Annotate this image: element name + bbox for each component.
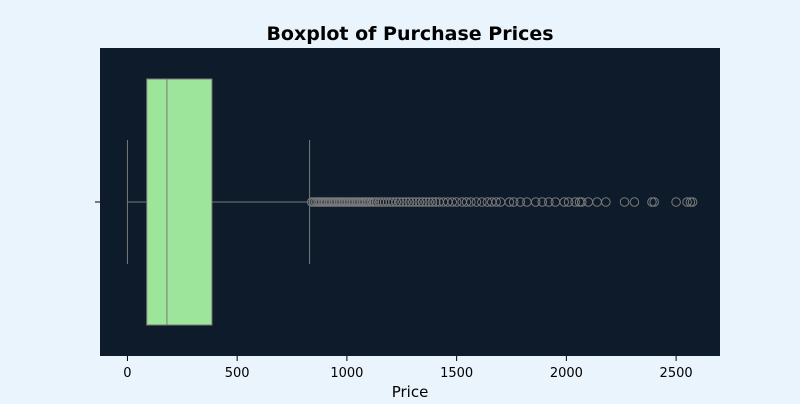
outlier-point <box>451 197 462 207</box>
x-tick-label: 0 <box>123 366 131 381</box>
outlier-point <box>411 197 421 207</box>
outlier-point <box>537 197 548 207</box>
x-tick-label: 2500 <box>660 366 693 381</box>
iqr-box <box>146 78 213 326</box>
outlier-point <box>544 197 554 207</box>
outlier-point <box>407 197 418 207</box>
outlier-point <box>649 197 659 207</box>
outlier-point <box>388 197 398 207</box>
outlier-point <box>365 197 375 207</box>
x-tick-label: 1000 <box>330 366 363 381</box>
outlier-point <box>466 197 476 207</box>
outlier-point <box>417 197 428 207</box>
outlier-point <box>427 197 438 207</box>
outlier-point <box>424 197 435 207</box>
x-tick-label: 500 <box>225 366 250 381</box>
outlier-point <box>508 197 519 207</box>
outlier-point <box>629 197 640 207</box>
outlier-point <box>515 197 526 207</box>
outlier-point <box>391 197 402 207</box>
outlier-point <box>570 197 580 207</box>
plot-marks <box>126 78 698 326</box>
outlier-point <box>369 197 380 207</box>
x-tick-label: 2000 <box>550 366 583 381</box>
outlier-point <box>504 197 515 207</box>
outlier-point <box>619 197 630 207</box>
outlier-point <box>401 197 411 207</box>
outlier-point <box>530 197 541 207</box>
outlier-point <box>471 197 482 207</box>
x-axis-label: Price <box>392 383 429 400</box>
outlier-point <box>685 197 696 207</box>
x-tick-label: 1500 <box>440 366 473 381</box>
outlier-point <box>414 197 425 207</box>
chart-title: Boxplot of Purchase Prices <box>266 23 553 45</box>
outlier-point <box>559 197 569 207</box>
outlier-point <box>447 197 458 207</box>
x-axis: 0 500 1000 1500 2000 2500 <box>95 201 693 381</box>
outlier-point <box>687 197 698 207</box>
outlier-point <box>563 197 574 207</box>
outlier-point <box>461 197 472 207</box>
outlier-point <box>491 197 501 207</box>
outlier-point <box>421 197 431 207</box>
outlier-point <box>385 197 396 207</box>
outlier-point <box>404 197 415 207</box>
outlier-point <box>394 197 405 207</box>
outlier-point <box>647 197 657 207</box>
outlier-point <box>430 197 441 207</box>
outlier-point <box>682 197 692 207</box>
outlier-point <box>601 197 611 207</box>
outlier-point <box>398 197 408 207</box>
outlier-point <box>671 197 681 207</box>
outlier-point <box>477 197 487 207</box>
outlier-point <box>367 197 377 207</box>
outlier-point <box>576 197 587 207</box>
